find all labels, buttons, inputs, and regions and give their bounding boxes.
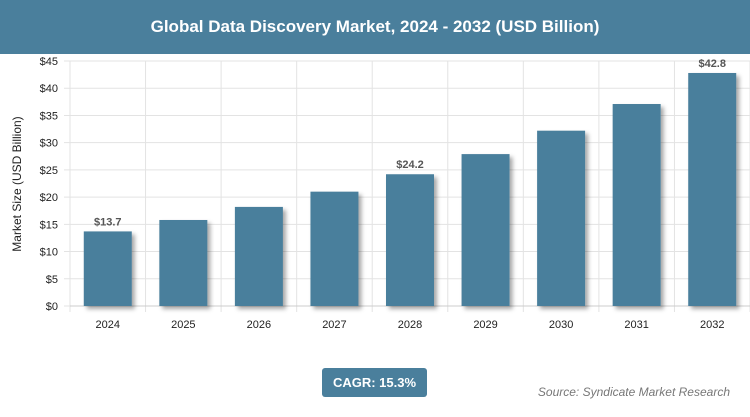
x-tick-label: 2032 <box>700 319 724 331</box>
x-tick-label: 2025 <box>171 319 195 331</box>
data-label: $24.2 <box>396 159 424 171</box>
bar-2025 <box>159 219 208 306</box>
y-axis-label: Market Size (USD Billion) <box>10 116 24 251</box>
x-tick-label: 2029 <box>473 319 497 331</box>
bar-2031 <box>612 104 661 306</box>
y-tick-label: $15 <box>40 219 58 231</box>
bar-2027 <box>310 191 359 306</box>
x-tick-label: 2028 <box>398 319 422 331</box>
cagr-badge: CAGR: 15.3% <box>322 368 427 397</box>
data-label: $13.7 <box>94 216 122 228</box>
bar-2026 <box>234 206 283 306</box>
x-tick-label: 2024 <box>96 319 120 331</box>
bar-2029 <box>461 154 510 306</box>
y-tick-label: $0 <box>46 301 58 313</box>
bar-2024 <box>83 231 132 306</box>
x-tick-label: 2026 <box>247 319 271 331</box>
bar-2032 <box>688 72 737 306</box>
x-tick-label: 2030 <box>549 319 573 331</box>
y-tick-label: $25 <box>40 165 58 177</box>
x-tick-label: 2027 <box>322 319 346 331</box>
bar-2028 <box>386 174 434 306</box>
y-tick-label: $20 <box>40 192 58 204</box>
bar-2030 <box>537 130 586 306</box>
x-tick-label: 2031 <box>624 319 648 331</box>
data-label: $42.8 <box>698 58 726 70</box>
chart-title: Global Data Discovery Market, 2024 - 203… <box>0 0 750 54</box>
y-tick-label: $40 <box>40 83 58 95</box>
source-note: Source: Syndicate Market Research <box>537 385 730 399</box>
y-tick-label: $30 <box>40 138 58 150</box>
y-tick-label: $5 <box>46 274 58 286</box>
y-tick-label: $35 <box>40 110 58 122</box>
y-tick-label: $45 <box>40 56 58 68</box>
y-tick-label: $10 <box>40 247 58 259</box>
